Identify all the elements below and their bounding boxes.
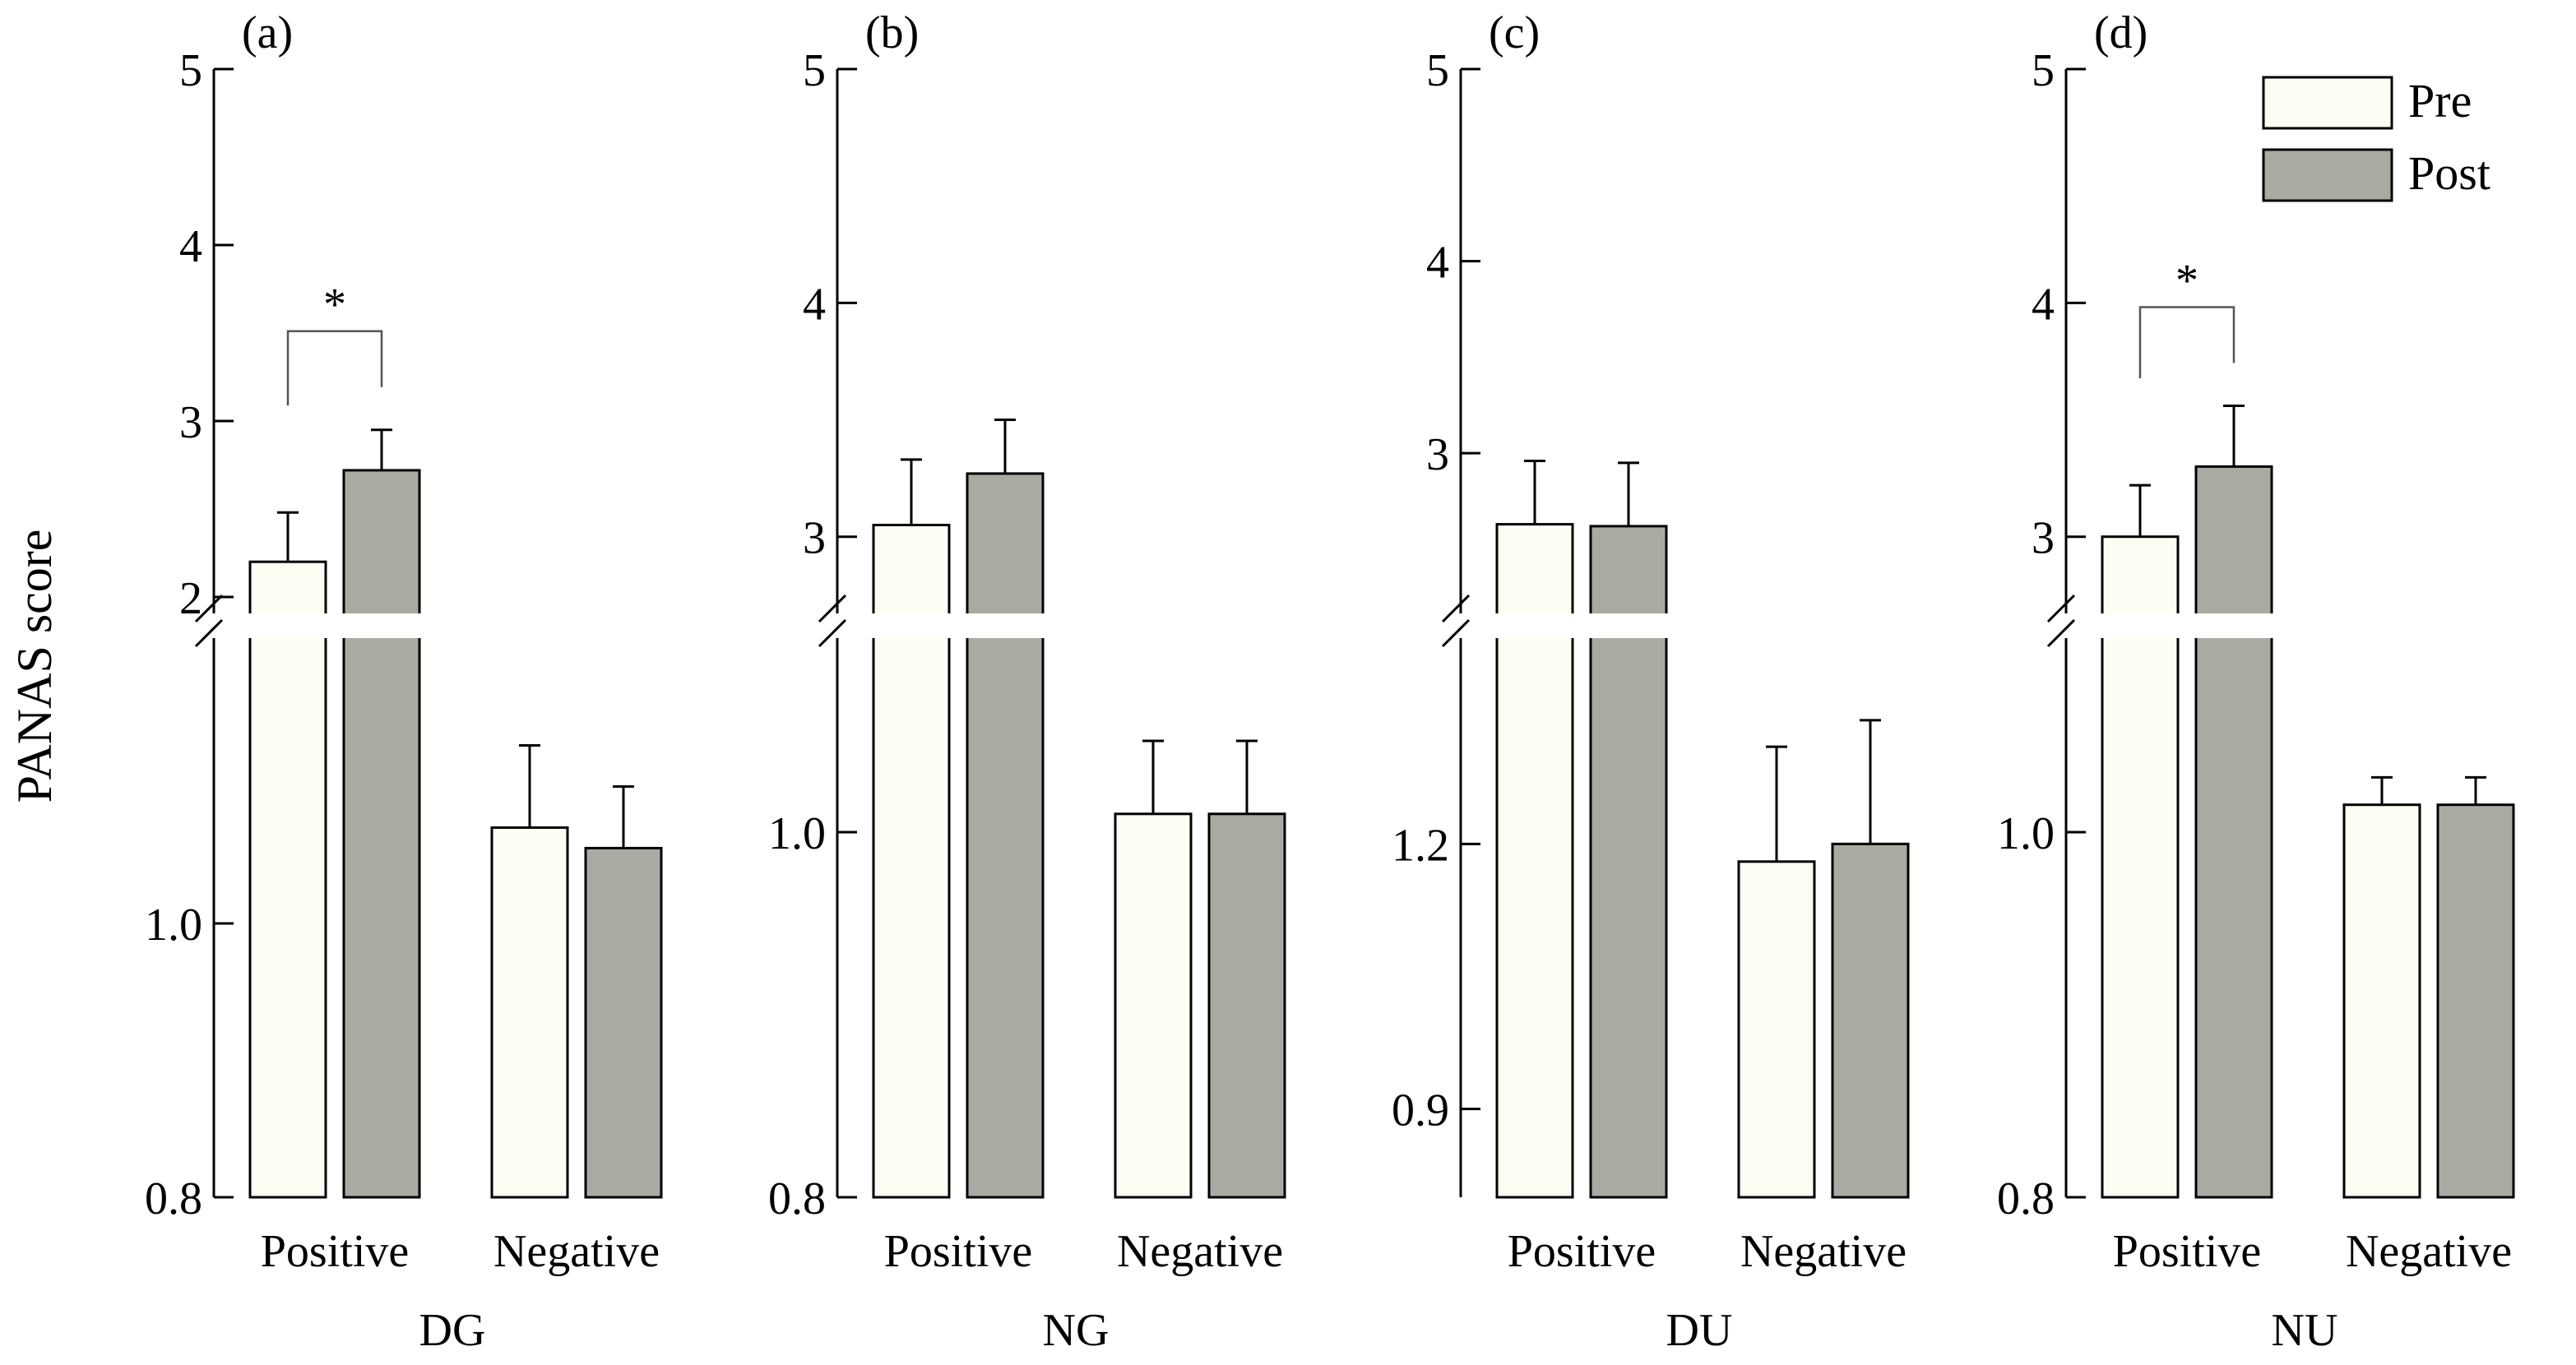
bar-positive-post [342,469,421,1199]
significance-bracket [286,330,383,406]
bar-positive-pre [2101,535,2180,1199]
panel-label-nu: (d) [2094,7,2147,58]
axis-break-slash-upper [818,594,847,623]
y-tick-5-label: 5 [1426,45,1449,96]
legend-swatch-post [2262,148,2393,202]
panel-label-dg: (a) [242,7,293,58]
bar-negative-pre [2342,803,2421,1199]
axis-break-slash-lower [1441,618,1471,648]
y-tick-4-label: 4 [803,279,826,330]
axis-break-gap [804,613,1397,638]
axis-break-gap [181,613,773,638]
bar-negative-pre [490,826,569,1199]
y-tick-1.0-label: 1.0 [1997,808,2055,859]
y-tick-5-label: 5 [179,45,202,96]
category-label-positive: Positive [261,1226,409,1277]
axis-break-gap [1428,613,2020,638]
bar-negative-post [2436,803,2515,1199]
axis-break-slash-lower [818,618,847,648]
legend-label-pre: Pre [2408,74,2472,127]
group-label-du: DU [1666,1305,1733,1356]
y-tick-5-label: 5 [2032,45,2055,96]
group-label-ng: NG [1043,1305,1110,1356]
legend: Pre Post [2262,74,2490,202]
axis-break-gap [2033,613,2576,638]
y-tick-1.2-label: 1.2 [1392,820,1449,871]
axis-break-slash-upper [2046,594,2076,623]
category-label-negative: Negative [493,1226,660,1277]
axis-break-slash-lower [194,618,224,648]
legend-label-post: Post [2408,146,2490,200]
group-label-dg: DG [419,1305,486,1356]
bar-negative-post [584,846,663,1199]
significance-bracket [2138,306,2235,379]
bar-positive-post [2194,465,2273,1199]
panel-label-ng: (b) [865,7,919,58]
y-tick-4-label: 4 [2032,279,2055,330]
y-tick-0.8-label: 0.8 [145,1173,202,1224]
legend-swatch-pre [2262,76,2393,130]
y-tick-3-label: 3 [179,397,202,448]
axis-break-slash-upper [1441,594,1471,623]
bar-negative-pre [1737,860,1816,1199]
category-label-negative: Negative [1117,1226,1283,1277]
y-tick-3-label: 3 [803,513,826,564]
y-tick-0.9-label: 0.9 [1392,1085,1449,1136]
y-axis-title: PANAS score [7,530,62,803]
y-tick-1.0-label: 1.0 [145,900,202,951]
bar-negative-post [1207,812,1286,1199]
y-tick-1.0-label: 1.0 [768,808,826,859]
panel-label-du: (c) [1489,7,1540,58]
significance-star: * [2175,255,2198,306]
bar-positive-pre [248,560,327,1199]
category-label-positive: Positive [1508,1226,1656,1277]
bar-positive-post [966,472,1045,1199]
y-tick-4-label: 4 [179,221,202,272]
y-tick-0.8-label: 0.8 [1997,1173,2055,1224]
bar-negative-pre [1114,812,1193,1199]
axis-break-slash-upper [194,594,224,623]
category-label-negative: Negative [2346,1226,2512,1277]
bar-negative-post [1831,842,1910,1199]
category-label-positive: Positive [884,1226,1032,1277]
y-tick-0.8-label: 0.8 [768,1173,826,1224]
group-label-nu: NU [2272,1305,2338,1356]
significance-star: * [323,280,346,331]
axis-break-slash-lower [2046,618,2076,648]
y-tick-3-label: 3 [1426,429,1449,480]
category-label-negative: Negative [1740,1226,1907,1277]
y-tick-5-label: 5 [803,45,826,96]
y-tick-3-label: 3 [2032,513,2055,564]
category-label-positive: Positive [2113,1226,2261,1277]
y-tick-4-label: 4 [1426,238,1449,289]
